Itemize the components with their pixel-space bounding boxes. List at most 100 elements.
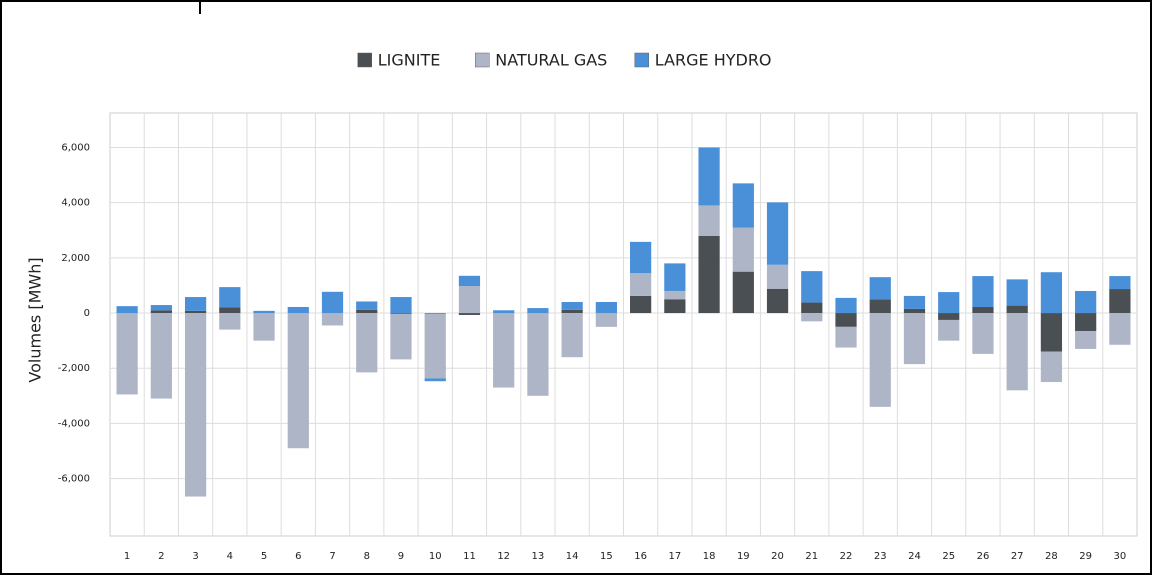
y-tick-label: 0: [84, 308, 90, 319]
bar-segment: [903, 295, 926, 309]
x-tick-label: 21: [805, 551, 818, 562]
bar-segment: [424, 378, 446, 382]
x-tick-label: 1: [124, 551, 130, 562]
x-tick-label: 25: [942, 551, 955, 562]
x-tick-label: 22: [840, 551, 853, 562]
bar-segment: [938, 292, 960, 314]
bar-segment: [458, 286, 481, 314]
bar-segment: [698, 147, 720, 206]
bar-segment: [356, 313, 378, 373]
x-tick-label: 8: [364, 551, 370, 562]
bar-segment: [321, 291, 344, 314]
x-tick-label: 27: [1011, 551, 1024, 562]
bar-segment: [835, 313, 857, 327]
bar-segment: [184, 310, 207, 314]
bar-segment: [150, 313, 172, 399]
bar-segment: [972, 306, 994, 314]
bar-segment: [1006, 279, 1028, 306]
bar-segment: [184, 313, 207, 497]
x-tick-label: 23: [874, 551, 887, 562]
bar-segment: [801, 302, 823, 314]
x-tick-label: 19: [737, 551, 750, 562]
x-tick-label: 16: [634, 551, 647, 562]
x-tick-label: 3: [192, 551, 198, 562]
bar-segment: [732, 227, 754, 272]
bar-segment: [972, 313, 994, 354]
bar-segment: [321, 313, 344, 326]
bar-segment: [458, 275, 481, 287]
bar-segment: [1075, 290, 1097, 314]
legend-swatch: [634, 52, 649, 68]
x-tick-label: 7: [329, 551, 335, 562]
bar-segment: [1040, 313, 1063, 352]
bar-segment: [698, 205, 720, 236]
bar-segment: [219, 313, 241, 330]
bar-segment: [869, 313, 891, 407]
bar-segment: [766, 264, 789, 289]
x-tick-label: 5: [261, 551, 267, 562]
bar-segment: [630, 273, 652, 296]
bar-segment: [903, 313, 926, 365]
x-tick-label: 17: [668, 551, 681, 562]
x-tick-label: 18: [703, 551, 716, 562]
bar-segment: [561, 309, 583, 314]
legend-label: NATURAL GAS: [495, 51, 607, 70]
x-tick-label: 10: [429, 551, 442, 562]
bar-segment: [561, 313, 583, 358]
x-tick-label: 2: [158, 551, 164, 562]
bar-segment: [1075, 330, 1097, 349]
bar-segment: [1040, 272, 1063, 314]
bar-segment: [903, 308, 926, 314]
x-tick-label: 29: [1079, 551, 1092, 562]
bar-segment: [801, 313, 823, 322]
x-tick-label: 12: [497, 551, 510, 562]
bar-segment: [116, 306, 138, 314]
bar-segment: [869, 277, 891, 300]
legend-swatch: [475, 52, 490, 68]
bar-segment: [493, 313, 515, 388]
bar-segment: [356, 301, 378, 310]
y-axis-label: Volumes [MWh]: [26, 257, 45, 382]
bar-segment: [1006, 305, 1028, 314]
y-tick-label: 6,000: [61, 142, 90, 153]
bar-segment: [835, 326, 857, 348]
bar-segment: [561, 302, 583, 310]
bar-segment: [458, 313, 481, 315]
bar-segment: [150, 310, 172, 314]
bar-segment: [219, 287, 241, 308]
x-tick-label: 26: [977, 551, 990, 562]
bar-segment: [253, 310, 275, 314]
bar-segment: [938, 319, 960, 341]
x-tick-label: 11: [463, 551, 476, 562]
bar-segment: [150, 305, 172, 311]
x-tick-label: 15: [600, 551, 613, 562]
bar-segment: [493, 310, 515, 314]
bar-segment: [390, 313, 412, 360]
bar-segment: [184, 297, 207, 311]
bar-segment: [766, 202, 789, 265]
bar-segment: [630, 295, 652, 314]
x-tick-label: 9: [398, 551, 404, 562]
bar-segment: [664, 290, 686, 300]
bar-segment: [972, 276, 994, 307]
y-tick-label: -4,000: [58, 418, 90, 429]
x-tick-label: 24: [908, 551, 921, 562]
y-tick-label: 4,000: [61, 198, 90, 209]
bar-segment: [527, 308, 549, 314]
bar-segment: [766, 288, 789, 314]
x-tick-label: 4: [227, 551, 233, 562]
bar-segment: [732, 183, 754, 228]
bar-segment: [287, 313, 309, 449]
bar-segment: [869, 299, 891, 314]
bar-segment: [1040, 351, 1063, 383]
bar-segment: [390, 313, 412, 314]
bar-segment: [527, 313, 549, 396]
y-tick-label: -2,000: [58, 363, 90, 374]
bar-segment: [835, 297, 857, 314]
bar-segment: [116, 313, 138, 395]
bar-segment: [356, 309, 378, 314]
bar-segment: [664, 299, 686, 314]
legend-swatch: [357, 52, 372, 68]
bar-segment: [424, 313, 446, 314]
bar-segment: [595, 313, 617, 327]
